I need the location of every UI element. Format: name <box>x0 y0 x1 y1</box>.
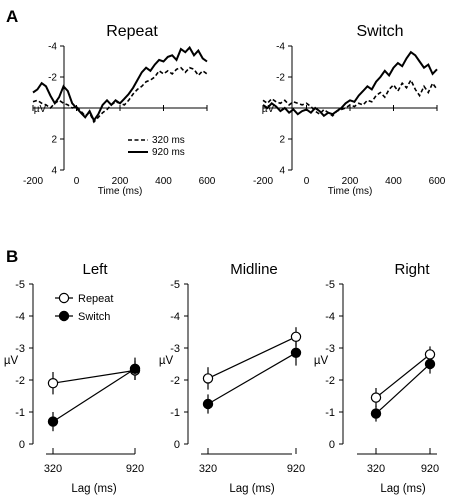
data-point-switch <box>370 408 382 419</box>
y-tick-label: -4 <box>276 42 285 53</box>
chart-title: Right <box>394 261 430 278</box>
x-tick-label: 0 <box>304 176 310 187</box>
legend-marker <box>58 292 70 304</box>
y-tick-label: -1 <box>15 407 25 419</box>
data-point-repeat <box>370 392 382 403</box>
x-tick-label: 320 <box>44 463 62 475</box>
y-tick-label: -1 <box>170 407 180 419</box>
x-tick-label: 320 <box>199 463 217 475</box>
x-tick-label: 0 <box>74 176 80 187</box>
series-line-repeat <box>207 336 297 379</box>
chart-title: Midline <box>230 261 278 278</box>
x-tick-label: 920 <box>126 463 144 475</box>
data-point-switch <box>47 416 59 427</box>
y-tick-label: -4 <box>325 311 335 323</box>
y-axis-label: µV <box>314 355 329 367</box>
x-tick-label: -200 <box>253 176 273 187</box>
y-tick-label: 0 <box>174 439 180 451</box>
y-tick-label: -3 <box>15 343 25 355</box>
y-tick-label: -2 <box>170 375 180 387</box>
data-point-switch <box>129 363 141 374</box>
series-line-switch <box>375 363 431 415</box>
y-axis-label: µV <box>34 104 47 115</box>
y-tick-label: -3 <box>325 343 335 355</box>
y-tick-label: 4 <box>279 166 285 177</box>
chart-title: Repeat <box>106 23 158 40</box>
data-point-repeat <box>424 349 436 360</box>
y-tick-label: -5 <box>170 279 180 291</box>
y-tick-label: -2 <box>48 73 57 84</box>
x-tick-label: 200 <box>112 176 129 187</box>
y-axis-label: µV <box>159 355 174 367</box>
data-point-switch <box>290 347 302 358</box>
series-line-320ms <box>262 78 438 117</box>
chart-title: Left <box>82 261 108 278</box>
y-tick-label: -1 <box>325 407 335 419</box>
x-tick-label: 600 <box>199 176 216 187</box>
y-tick-label: 0 <box>329 439 335 451</box>
x-axis-label: Time (ms) <box>98 186 143 197</box>
legend-marker <box>58 310 70 322</box>
x-tick-label: 400 <box>155 176 172 187</box>
legend-label: Repeat <box>78 293 113 305</box>
x-tick-label: 200 <box>342 176 359 187</box>
panel-label-b: B <box>6 247 18 266</box>
y-tick-label: -5 <box>325 279 335 291</box>
y-tick-label: -2 <box>276 73 285 84</box>
y-tick-label: 2 <box>51 135 57 146</box>
y-tick-label: 4 <box>51 166 57 177</box>
y-tick-label: 0 <box>19 439 25 451</box>
y-tick-label: -2 <box>325 375 335 387</box>
series-line-switch <box>52 368 136 423</box>
chart-title: Switch <box>356 23 403 40</box>
series-line-920ms <box>32 45 208 123</box>
series-line-920ms <box>262 50 438 118</box>
x-tick-label: 400 <box>385 176 402 187</box>
series-line-switch <box>207 352 297 405</box>
data-point-switch <box>202 398 214 410</box>
legend-label: 920 ms <box>152 147 185 158</box>
y-tick-label: -5 <box>15 279 25 291</box>
data-point-repeat <box>202 373 214 384</box>
x-axis-label: Lag (ms) <box>71 483 117 495</box>
x-axis-label: Lag (ms) <box>380 483 426 495</box>
y-axis-label: µV <box>4 355 19 367</box>
data-point-switch <box>424 358 436 370</box>
data-point-repeat <box>47 378 59 389</box>
x-tick-label: 320 <box>367 463 385 475</box>
panel-label-a: A <box>6 7 18 26</box>
x-tick-label: 600 <box>429 176 446 187</box>
y-tick-label: -2 <box>15 375 25 387</box>
y-tick-label: -3 <box>170 343 180 355</box>
y-tick-label: 2 <box>279 135 285 146</box>
x-tick-label: -200 <box>23 176 43 187</box>
legend-label: 320 ms <box>152 135 185 146</box>
y-tick-label: -4 <box>48 42 57 53</box>
x-tick-label: 920 <box>287 463 305 475</box>
series-line-repeat <box>52 369 136 384</box>
legend-label: Switch <box>78 311 110 323</box>
y-axis-label: µV <box>262 104 275 115</box>
x-tick-label: 920 <box>421 463 439 475</box>
y-tick-label: -4 <box>170 311 180 323</box>
x-axis-label: Time (ms) <box>328 186 373 197</box>
y-tick-label: -4 <box>15 311 25 323</box>
x-axis-label: Lag (ms) <box>229 483 275 495</box>
series-line-repeat <box>375 353 431 399</box>
data-point-repeat <box>290 331 302 342</box>
